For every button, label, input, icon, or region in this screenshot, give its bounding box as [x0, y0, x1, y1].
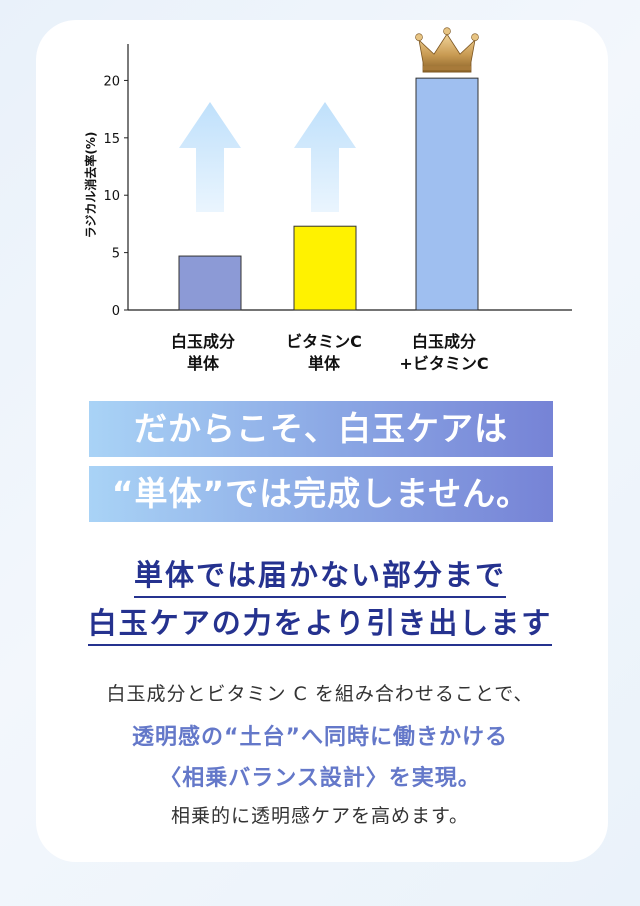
- body-line-1: 白玉成分とビタミン C を組み合わせることで、: [106, 683, 534, 705]
- accent-line-2: 〈相乗バランス設計〉を実現。: [159, 766, 481, 791]
- headline-line-2: 白玉ケアの力をより引き出します: [0, 600, 640, 646]
- category-label-2: 白玉成分 +ビタミンC: [399, 332, 489, 373]
- y-tick-label-4: 20: [103, 74, 120, 89]
- bar-1: [293, 225, 357, 311]
- up-arrow-icon-0: [179, 102, 241, 212]
- body-line-4: 相乗的に透明感ケアを高めます。: [170, 805, 470, 827]
- crown-jewel-2: [471, 33, 479, 41]
- headline-line-1: 単体では届かない部分まで: [0, 552, 640, 598]
- accent-line-1: 透明感の“土台”へ同時に働きかける: [132, 725, 508, 750]
- up-arrow-icon-1: [294, 102, 356, 212]
- y-tick-label-1: 5: [112, 247, 120, 262]
- y-axis-label: ラジカル消去率(%): [83, 132, 98, 239]
- banner-line-1: だからこそ、白玉ケアは: [89, 401, 553, 457]
- category-label-1: ビタミンC 単体: [286, 332, 362, 373]
- category-label-0: 白玉成分 単体: [170, 332, 235, 373]
- radical-scavenging-chart: ラジカル消去率(%) 0 5 10 15 20: [83, 27, 572, 319]
- crown-band: [423, 66, 471, 71]
- y-tick-label-3: 15: [103, 132, 120, 147]
- bar-0: [178, 255, 242, 311]
- crown-jewel-1: [443, 27, 451, 35]
- bar-2: [415, 77, 479, 311]
- y-tick-label-0: 0: [112, 304, 120, 319]
- y-tick-label-2: 10: [103, 189, 120, 204]
- banner-line-2: “単体”では完成しません。: [89, 466, 553, 522]
- crown-jewel-0: [415, 33, 423, 41]
